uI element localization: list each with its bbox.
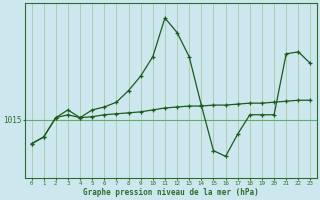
X-axis label: Graphe pression niveau de la mer (hPa): Graphe pression niveau de la mer (hPa) bbox=[83, 188, 259, 197]
